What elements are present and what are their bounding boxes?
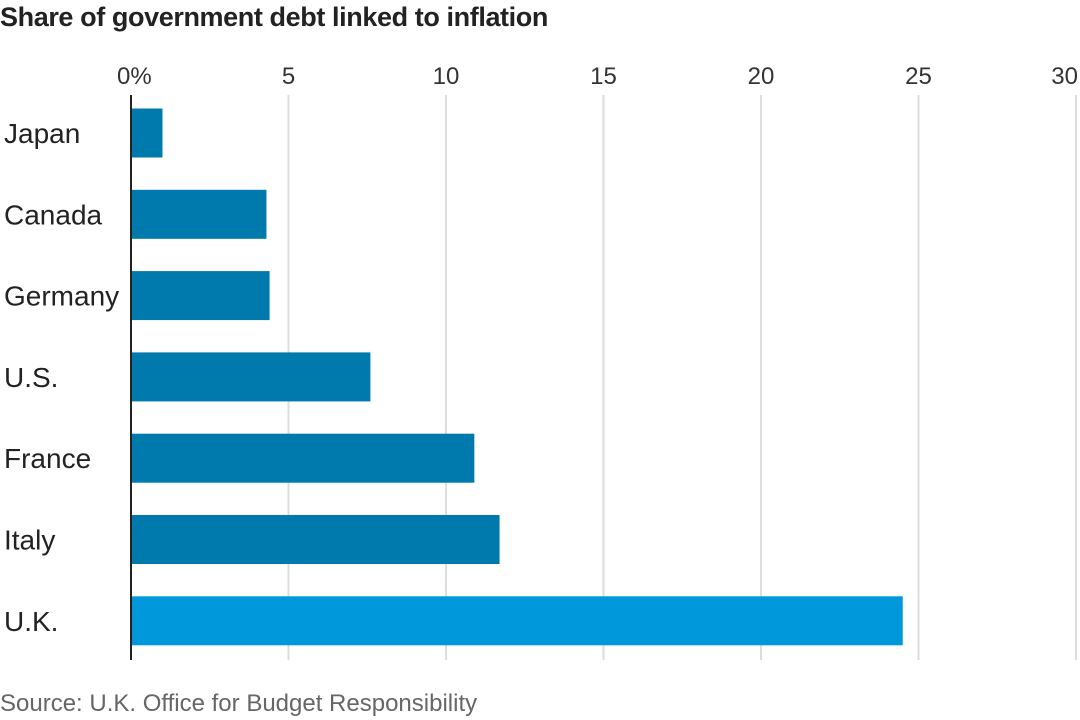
- bar-germany: [131, 271, 270, 321]
- category-label: Germany: [4, 281, 119, 312]
- category-label: Canada: [4, 199, 103, 230]
- x-tick-label: 0%: [117, 63, 152, 90]
- chart-source: Source: U.K. Office for Budget Responsib…: [0, 690, 478, 717]
- x-tick-label: 10: [433, 63, 460, 90]
- category-label: Japan: [4, 118, 80, 149]
- category-label: U.S.: [4, 362, 58, 393]
- category-label: U.K.: [4, 606, 58, 637]
- x-tick-label: 30: [1051, 63, 1078, 90]
- bar-us: [131, 352, 371, 402]
- bar-france: [131, 433, 475, 483]
- x-tick-label: 15: [590, 63, 617, 90]
- x-tick-label: 20: [748, 63, 775, 90]
- category-label: Italy: [4, 525, 55, 556]
- bar-italy: [131, 515, 500, 564]
- x-tick-label: 5: [282, 63, 295, 90]
- bar-japan: [131, 108, 163, 158]
- x-tick-label: 25: [905, 63, 932, 90]
- bar-canada: [131, 189, 267, 239]
- bar-uk: [131, 596, 903, 646]
- category-label: France: [4, 443, 91, 474]
- chart-title: Share of government debt linked to infla…: [0, 2, 548, 32]
